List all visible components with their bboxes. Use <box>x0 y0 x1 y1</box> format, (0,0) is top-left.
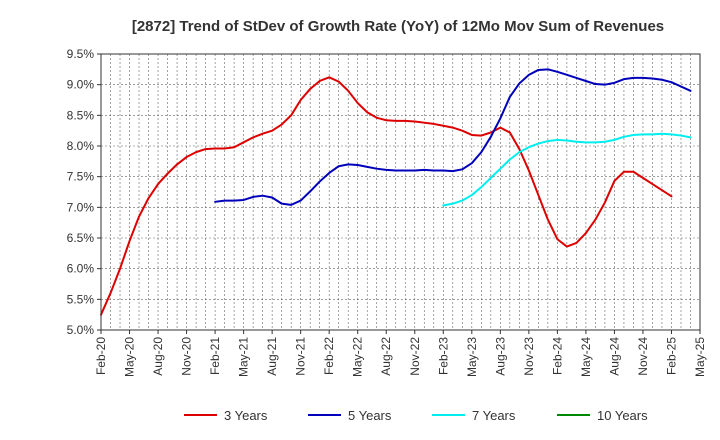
chart-title: [2872] Trend of StDev of Growth Rate (Yo… <box>132 18 664 35</box>
y-tick-label: 6.5% <box>67 231 95 245</box>
x-tick-label: Nov-22 <box>408 337 422 376</box>
x-tick-label: Feb-24 <box>550 337 564 375</box>
y-tick-label: 8.0% <box>67 139 95 153</box>
x-tick-label: Aug-23 <box>493 337 507 376</box>
legend-label: 10 Years <box>597 408 648 423</box>
x-tick-label: Feb-22 <box>322 337 336 375</box>
x-tick-label: May-25 <box>693 337 707 377</box>
x-axis-ticks: Feb-20 May-20 Aug-20 Nov-20 Feb-21 May-21 Aug-… <box>94 330 707 377</box>
x-tick-label: May-22 <box>351 337 365 377</box>
x-tick-label: Feb-25 <box>664 337 678 375</box>
x-tick-label: Feb-23 <box>436 337 450 375</box>
x-tick-label: Feb-21 <box>208 337 222 375</box>
x-tick-label: Nov-24 <box>636 337 650 376</box>
series-line-5-years <box>214 68 692 206</box>
x-tick-label: Aug-22 <box>379 337 393 376</box>
legend-label: 5 Years <box>348 408 392 423</box>
legend-label: 3 Years <box>224 408 268 423</box>
y-tick-label: 8.5% <box>67 108 95 122</box>
legend-label: 7 Years <box>472 408 516 423</box>
x-tick-label: May-24 <box>579 337 593 377</box>
legend: 3 Years 5 Years 7 Years 10 Years <box>184 408 648 423</box>
y-tick-label: 7.0% <box>67 200 95 214</box>
x-tick-label: May-23 <box>465 337 479 377</box>
y-axis-ticks: 5.0% 5.5% 6.0% 6.5% 7.0% 7.5% 8.0% 8.5% 9.0% 9.5% <box>67 47 101 337</box>
y-tick-label: 5.5% <box>67 292 95 306</box>
x-tick-label: Nov-21 <box>294 337 308 376</box>
x-tick-label: May-21 <box>237 337 251 377</box>
x-tick-label: Nov-20 <box>180 337 194 376</box>
series-line-7-years <box>442 132 692 207</box>
grid <box>101 53 700 331</box>
x-tick-label: Aug-20 <box>151 337 165 376</box>
series-line-3-years <box>100 76 673 316</box>
y-tick-label: 9.5% <box>67 47 95 61</box>
y-tick-label: 6.0% <box>67 262 95 276</box>
plot-area <box>101 54 700 330</box>
x-tick-label: May-20 <box>123 337 137 377</box>
y-tick-label: 9.0% <box>67 78 95 92</box>
y-tick-label: 5.0% <box>67 323 95 337</box>
y-tick-label: 7.5% <box>67 170 95 184</box>
plot-border <box>100 53 701 331</box>
x-tick-label: Aug-21 <box>265 337 279 376</box>
x-tick-label: Nov-23 <box>522 337 536 376</box>
x-tick-label: Aug-24 <box>607 337 621 376</box>
series-group <box>100 68 692 316</box>
x-tick-label: Feb-20 <box>94 337 108 375</box>
